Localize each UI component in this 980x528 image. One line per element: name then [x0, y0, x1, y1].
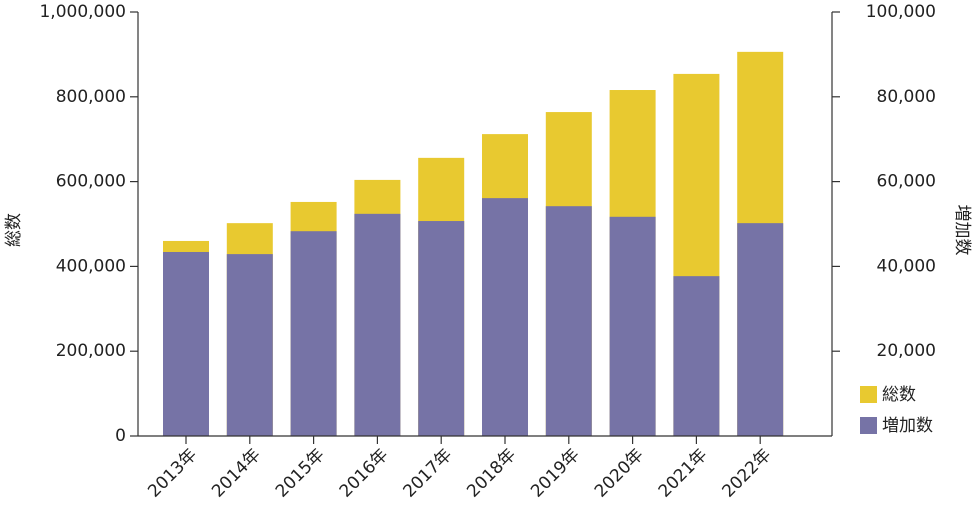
x-tick-label: 2020年 [591, 445, 648, 502]
y2-axis-label: 増加数 [952, 205, 972, 256]
bar [290, 231, 337, 436]
x-tick-label: 2015年 [272, 445, 329, 502]
y-tick-label: 0 [115, 426, 126, 446]
legend-label: 増加数 [882, 416, 933, 436]
y-tick-label: 200,000 [56, 341, 126, 361]
y2-tick-label: 100,000 [866, 2, 936, 22]
legend-swatch [860, 417, 877, 434]
bar [545, 206, 592, 436]
x-tick-label: 2021年 [655, 445, 712, 502]
x-tick-label: 2016年 [336, 445, 393, 502]
x-tick-label: 2013年 [144, 445, 201, 502]
legend-label: 総数 [882, 385, 916, 405]
bar [673, 276, 720, 436]
y2-tick-label: 60,000 [877, 172, 936, 192]
bar [418, 221, 465, 436]
x-tick-label: 2019年 [527, 445, 584, 502]
y-axis-label: 総数 [4, 213, 24, 247]
bar [226, 254, 273, 436]
bar [354, 213, 401, 436]
y-tick-label: 1,000,000 [39, 2, 126, 22]
legend-swatch [860, 386, 877, 403]
bar [609, 216, 656, 436]
bar [482, 198, 528, 436]
x-tick-label: 2014年 [208, 445, 265, 502]
bar [737, 223, 784, 436]
x-tick-label: 2018年 [463, 445, 520, 502]
y2-tick-label: 20,000 [877, 341, 936, 361]
bar [163, 251, 209, 436]
y-tick-label: 800,000 [56, 87, 126, 107]
y2-tick-label: 40,000 [877, 256, 936, 276]
y-tick-label: 600,000 [56, 172, 126, 192]
y-tick-label: 400,000 [56, 256, 126, 276]
x-tick-label: 2022年 [719, 445, 776, 502]
y2-tick-label: 80,000 [877, 87, 936, 107]
x-tick-label: 2017年 [400, 445, 457, 502]
